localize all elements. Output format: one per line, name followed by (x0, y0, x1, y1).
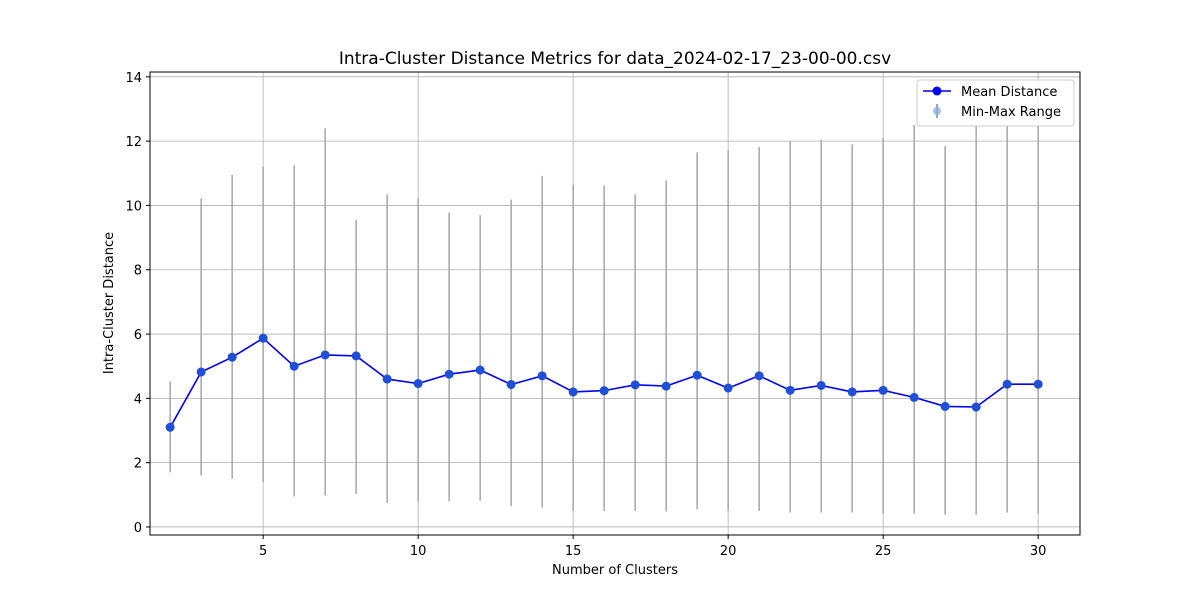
legend-range-marker (933, 107, 941, 115)
x-tick-label: 25 (875, 544, 892, 559)
mean-point (909, 392, 919, 402)
mean-point (847, 387, 857, 397)
y-tick-label: 8 (134, 264, 142, 279)
y-tick-label: 4 (134, 392, 142, 407)
mean-point (723, 383, 733, 393)
mean-point (1033, 379, 1043, 389)
mean-point (351, 351, 361, 361)
mean-point (444, 369, 454, 379)
mean-point (506, 380, 516, 390)
y-axis-label: Intra-Cluster Distance (102, 232, 117, 374)
mean-point (599, 386, 609, 396)
mean-point (692, 370, 702, 380)
x-tick-label: 30 (1030, 544, 1047, 559)
mean-point (320, 350, 330, 360)
y-tick-label: 0 (134, 521, 142, 536)
mean-point (475, 365, 485, 375)
x-axis-label: Number of Clusters (552, 563, 678, 578)
x-tick-label: 15 (565, 544, 582, 559)
grid (150, 72, 1080, 535)
legend-box (916, 79, 1075, 127)
mean-point (258, 333, 268, 343)
mean-point (878, 385, 888, 395)
legend: Mean Distance Min-Max Range (916, 79, 1075, 127)
mean-points (165, 333, 1043, 432)
legend-mean-label: Mean Distance (961, 85, 1057, 100)
x-tick-label: 10 (410, 544, 427, 559)
y-tick-label: 12 (125, 135, 142, 150)
mean-point (630, 380, 640, 390)
mean-point (227, 352, 237, 362)
y-tick-label: 14 (125, 71, 142, 86)
x-tick-label: 5 (259, 544, 267, 559)
mean-point (816, 380, 826, 390)
mean-point (940, 401, 950, 411)
legend-mean-marker (932, 86, 942, 96)
y-tick-label: 2 (134, 457, 142, 472)
mean-point (165, 422, 175, 432)
mean-point (785, 385, 795, 395)
plot-frame (149, 71, 1081, 536)
mean-point (754, 371, 764, 381)
mean-point (382, 374, 392, 384)
legend-range-label: Min-Max Range (961, 105, 1061, 120)
y-tick-label: 6 (134, 328, 142, 343)
mean-point (413, 379, 423, 389)
error-bars (169, 125, 1039, 515)
mean-point (1002, 379, 1012, 389)
mean-point (196, 367, 206, 377)
x-tick-label: 20 (720, 544, 737, 559)
y-tick-label: 10 (125, 199, 142, 214)
x-axis-ticks: 5 10 15 20 25 30 (259, 535, 1046, 559)
mean-point (661, 381, 671, 391)
mean-point (537, 371, 547, 381)
mean-point (568, 387, 578, 397)
chart-title: Intra-Cluster Distance Metrics for data_… (339, 49, 891, 69)
y-axis-ticks: 0 2 4 6 8 10 12 14 (125, 71, 150, 536)
mean-point (289, 361, 299, 371)
mean-point (971, 402, 981, 412)
